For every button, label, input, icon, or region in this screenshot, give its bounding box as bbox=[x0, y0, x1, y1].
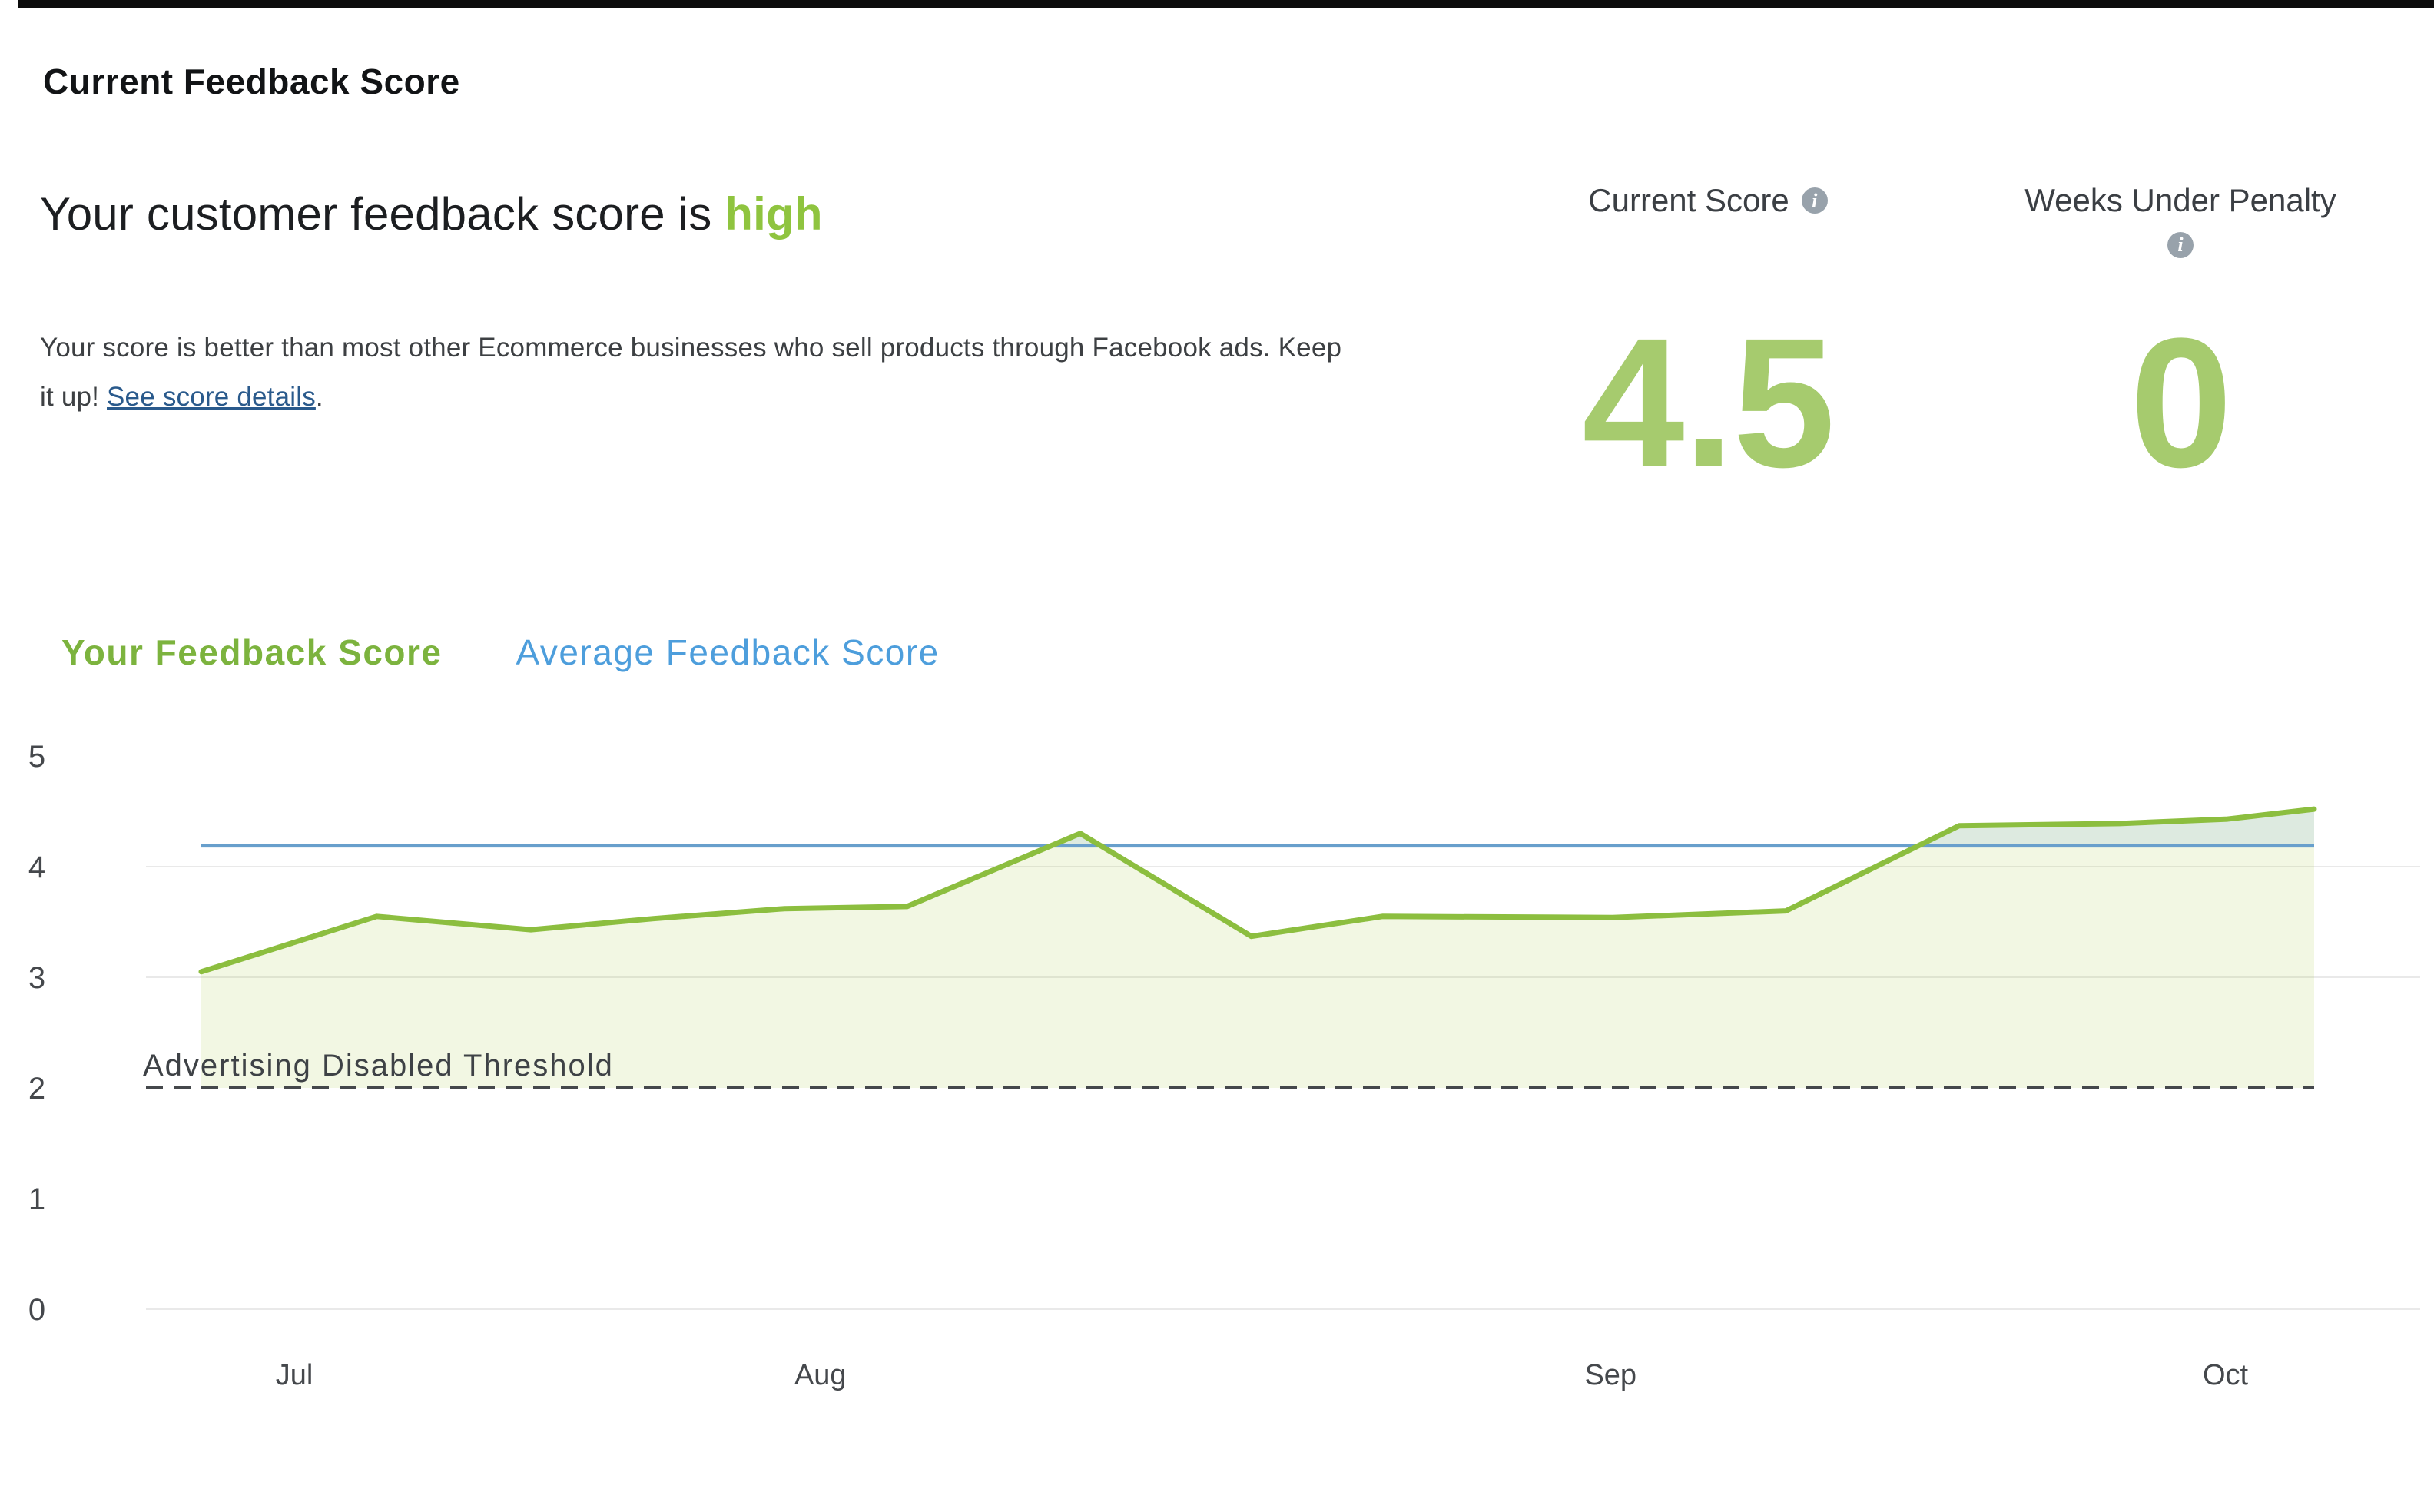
score-description-text: Your score is better than most other Eco… bbox=[40, 333, 1342, 412]
y-axis-label: 3 bbox=[28, 961, 45, 995]
chart-legend: Your Feedback Score Average Feedback Sco… bbox=[61, 632, 940, 673]
weeks-under-penalty-value: 0 bbox=[2130, 300, 2232, 506]
score-status-heading: Your customer feedback score is high bbox=[40, 187, 823, 240]
x-axis-label: Aug bbox=[794, 1359, 847, 1391]
your-score-line bbox=[198, 806, 2317, 975]
x-axis-label: Jul bbox=[276, 1359, 313, 1391]
y-axis-label: 2 bbox=[28, 1072, 45, 1106]
above-average-band bbox=[1918, 809, 2314, 846]
score-description: Your score is better than most other Eco… bbox=[40, 323, 1346, 421]
y-axis-label: 1 bbox=[28, 1182, 45, 1216]
legend-average-feedback-score[interactable]: Average Feedback Score bbox=[516, 632, 940, 672]
your-score-area-fill bbox=[201, 809, 2314, 1088]
weeks-under-penalty-info-icon[interactable]: i bbox=[2167, 232, 2194, 259]
weeks-under-penalty-stat: Weeks Under Penalty i 0 bbox=[1991, 181, 2369, 495]
current-score-value: 4.5 bbox=[1582, 300, 1835, 506]
y-axis-label: 4 bbox=[28, 850, 45, 884]
legend-your-feedback-score[interactable]: Your Feedback Score bbox=[61, 632, 443, 672]
feedback-score-chart-svg: 0 1 2 3 4 5 Jul Aug Sep Oct Advertising Disabled T… bbox=[28, 740, 2420, 1391]
see-score-details-link[interactable]: See score details bbox=[107, 381, 316, 412]
threshold-label: Advertising Disabled Threshold bbox=[143, 1049, 614, 1083]
feedback-score-chart: 0 1 2 3 4 5 Jul Aug Sep Oct Advertising Disabled T… bbox=[0, 722, 2434, 1406]
weeks-under-penalty-label: Weeks Under Penalty bbox=[2024, 182, 2336, 218]
x-axis-label: Sep bbox=[1584, 1359, 1636, 1391]
score-description-suffix: . bbox=[315, 381, 323, 412]
top-accent-bar bbox=[18, 0, 2434, 8]
page-title: Current Feedback Score bbox=[43, 61, 460, 101]
current-score-info-icon[interactable]: i bbox=[1801, 187, 1828, 214]
score-status-highlight: high bbox=[725, 188, 823, 240]
current-score-label: Current Score bbox=[1588, 182, 1789, 218]
current-score-stat: Current Score i 4.5 bbox=[1526, 181, 1890, 495]
x-axis-label: Oct bbox=[2203, 1359, 2249, 1391]
score-status-heading-text: Your customer feedback score is bbox=[40, 188, 725, 240]
y-axis-label: 0 bbox=[28, 1293, 45, 1327]
y-axis-label: 5 bbox=[28, 740, 45, 774]
